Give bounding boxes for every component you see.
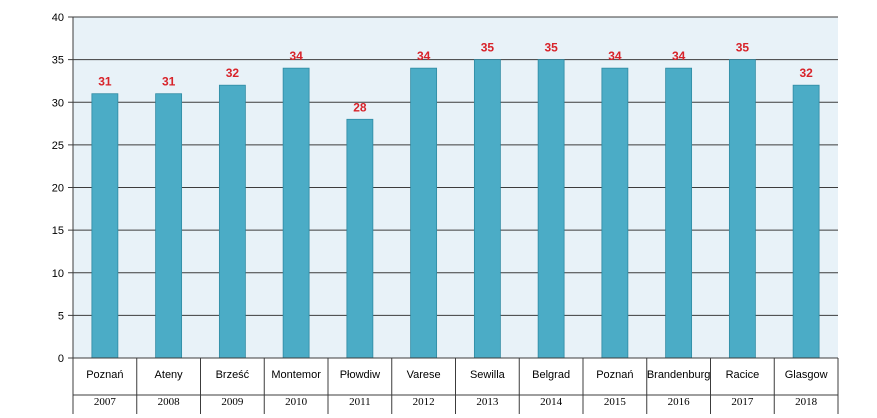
data-label: 34 (417, 49, 431, 63)
bar (282, 67, 310, 359)
x-year-label: 2014 (540, 396, 563, 408)
x-year-label: 2017 (731, 396, 754, 408)
x-year-label: 2012 (413, 396, 435, 408)
data-label: 32 (799, 66, 813, 80)
bar (665, 67, 693, 359)
y-tick-label: 40 (52, 12, 64, 24)
data-label: 35 (481, 41, 495, 55)
x-category-label: Varese (407, 369, 441, 381)
x-category-label: Belgrad (532, 369, 570, 381)
x-year-label: 2013 (476, 396, 499, 408)
data-label: 32 (226, 66, 240, 80)
x-category-label: Sewilla (470, 369, 506, 381)
x-year-label: 2008 (158, 396, 181, 408)
x-year-label: 2009 (221, 396, 244, 408)
bar (473, 59, 501, 359)
data-label: 34 (289, 49, 303, 63)
x-year-label: 2007 (94, 396, 117, 408)
x-category-label: Brześć (216, 369, 250, 381)
bar (537, 59, 565, 359)
y-tick-label: 20 (52, 183, 64, 195)
x-year-label: 2015 (604, 396, 627, 408)
y-tick-label: 25 (52, 140, 64, 152)
data-label: 31 (162, 75, 176, 89)
y-tick-label: 0 (58, 353, 64, 365)
data-label: 34 (672, 49, 686, 63)
data-label: 31 (98, 75, 112, 89)
y-tick-label: 5 (58, 310, 64, 322)
x-category-label: Montemor (271, 369, 321, 381)
y-tick-label: 35 (52, 55, 64, 67)
data-label: 35 (544, 41, 558, 55)
bar (601, 67, 629, 359)
x-category-label: Glasgow (785, 369, 828, 381)
bar (346, 118, 374, 359)
bar (91, 93, 119, 359)
data-labels: 31 31 32 34 28 34 35 35 34 34 35 32 (98, 41, 813, 115)
y-axis-ticks: 0 5 10 15 20 25 30 35 40 (52, 12, 74, 365)
y-tick-label: 15 (52, 225, 64, 237)
category-table: Poznań 2007 Ateny 2008 Brześć 2009 Montemor 201… (72, 357, 839, 414)
x-year-label: 2010 (285, 396, 308, 408)
x-category-label: Poznań (596, 369, 633, 381)
y-tick-label: 30 (52, 97, 64, 109)
x-category-label: Poznań (86, 369, 123, 381)
bar (792, 84, 820, 359)
data-label: 28 (353, 100, 367, 114)
x-category-label: Płowdiw (340, 369, 380, 381)
x-category-label: Brandenburg (647, 369, 711, 381)
x-year-label: 2016 (668, 396, 691, 408)
data-label: 35 (736, 41, 750, 55)
x-category-label: Racice (726, 369, 760, 381)
x-category-label: Ateny (155, 369, 184, 381)
bar (218, 84, 246, 359)
bar (410, 67, 438, 359)
x-year-label: 2018 (795, 396, 818, 408)
y-tick-label: 10 (52, 268, 64, 280)
bar (728, 59, 756, 359)
bar (155, 93, 183, 359)
data-label: 34 (608, 49, 622, 63)
x-year-label: 2011 (349, 396, 371, 408)
bars (91, 59, 820, 359)
